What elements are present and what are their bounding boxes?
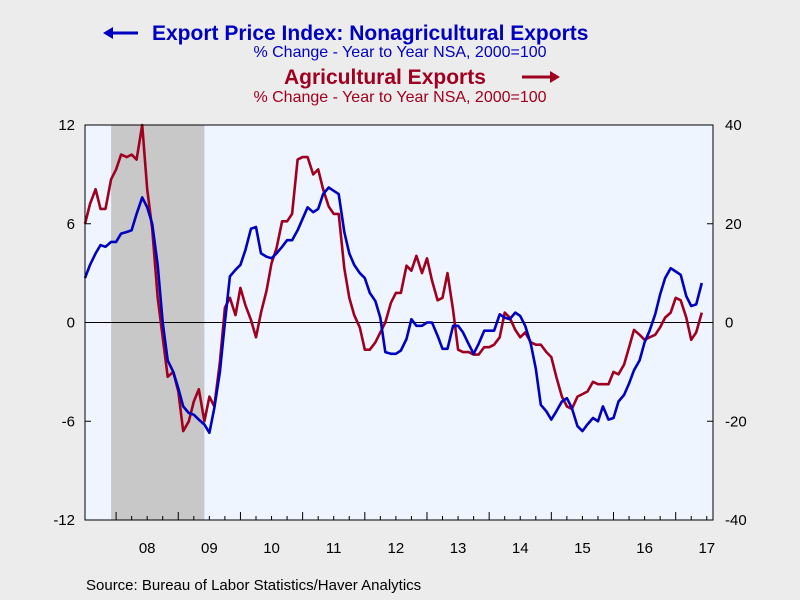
y-right-axis: 40 20 0 -20 -40 (707, 117, 747, 529)
y-right-tick-label: 20 (725, 216, 742, 233)
series-layer (83, 123, 704, 435)
x-tick-label: 10 (263, 540, 280, 557)
arrow-right-icon (550, 71, 560, 83)
y-left-tick-label: -12 (53, 512, 75, 529)
x-tick-label: 15 (574, 540, 591, 557)
y-right-tick-label: -20 (725, 413, 747, 430)
source-note: Source: Bureau of Labor Statistics/Haver… (86, 577, 421, 594)
x-tick-label: 16 (636, 540, 653, 557)
y-right-tick-label: -40 (725, 512, 747, 529)
series-line-agricultural (83, 123, 704, 433)
y-left-tick-label: 0 (67, 315, 75, 332)
series-line-nonagricultural (83, 186, 704, 435)
x-tick-label: 09 (201, 540, 218, 557)
x-tick-label: 12 (388, 540, 405, 557)
subtitle-ag: % Change - Year to Year NSA, 2000=100 (253, 89, 546, 106)
arrow-left-icon (103, 27, 113, 39)
y-left-axis: 12 6 0 -6 -12 (53, 117, 91, 529)
legend-series-2: Agricultural Exports % Change - Year to … (253, 66, 560, 106)
x-tick-label: 17 (698, 540, 715, 557)
y-right-tick-label: 40 (725, 117, 742, 134)
legend-series-1: Export Price Index: Nonagricultural Expo… (103, 22, 588, 61)
x-tick-label: 08 (139, 540, 156, 557)
y-left-tick-label: 12 (58, 117, 75, 134)
x-tick-label: 13 (450, 540, 467, 557)
title-ag: Agricultural Exports (284, 66, 486, 89)
subtitle-nonag: % Change - Year to Year NSA, 2000=100 (253, 44, 546, 61)
x-axis: 08 09 10 11 12 13 14 15 16 17 (115, 512, 715, 557)
y-left-tick-label: 6 (67, 216, 75, 233)
y-left-tick-label: -6 (62, 413, 75, 430)
title-nonag: Export Price Index: Nonagricultural Expo… (152, 22, 588, 45)
y-right-tick-label: 0 (725, 315, 733, 332)
x-tick-label: 11 (326, 540, 342, 557)
x-tick-label: 14 (512, 540, 529, 557)
